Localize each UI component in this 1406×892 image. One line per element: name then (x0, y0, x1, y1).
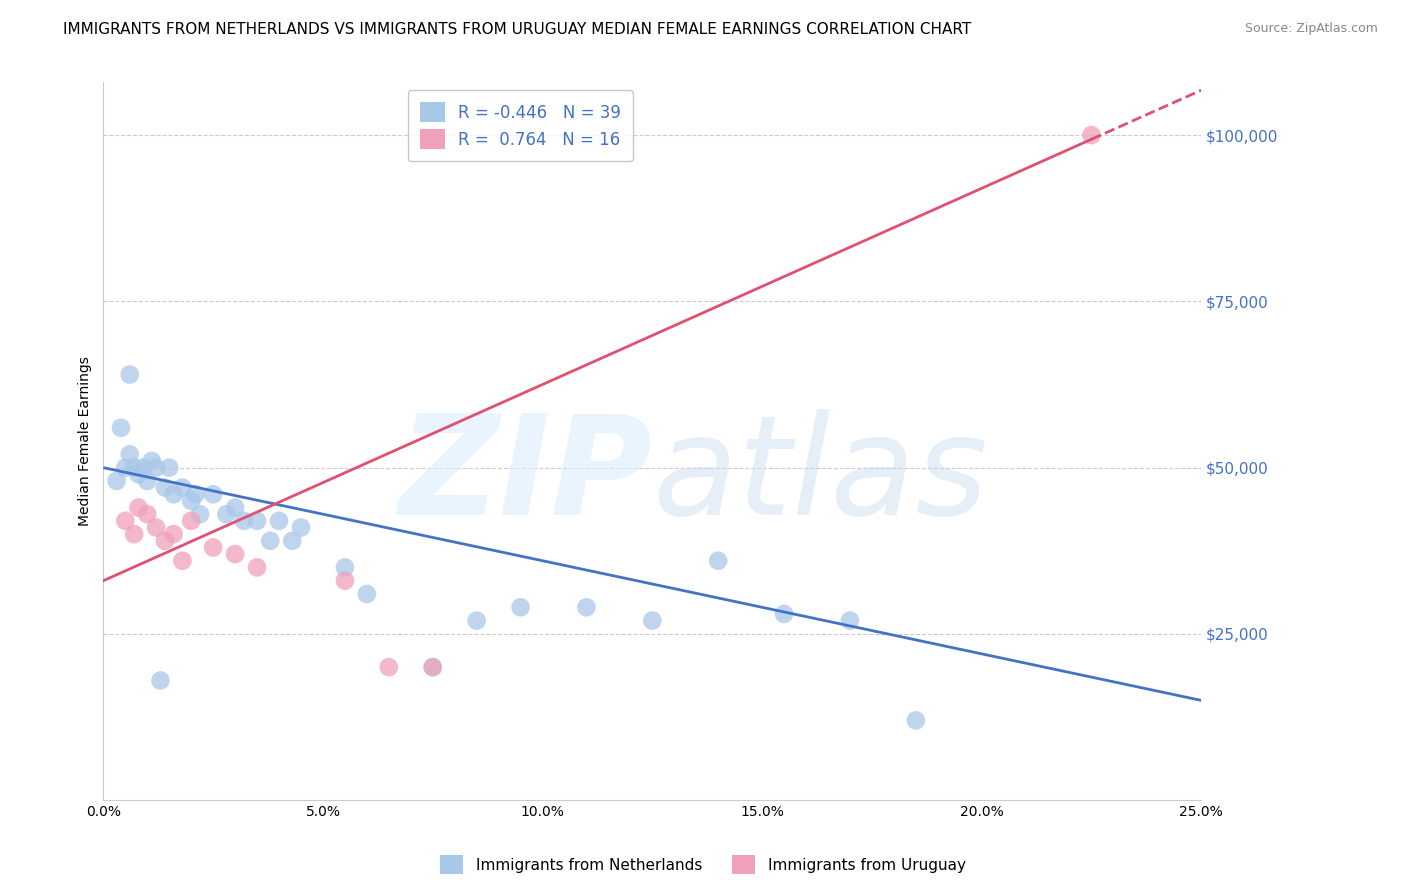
Point (267, 514, 290, 528)
Point (163, 487, 186, 501)
Point (128, 467, 150, 482)
Point (575, 600, 598, 615)
Point (136, 474, 159, 488)
Point (153, 481, 176, 495)
Point (149, 673, 172, 688)
Point (132, 460, 155, 475)
Point (356, 587, 378, 601)
Point (184, 487, 207, 501)
Point (172, 481, 194, 495)
Point (246, 514, 269, 528)
Point (128, 500, 150, 515)
Point (172, 554, 194, 568)
Point (163, 527, 186, 541)
Point (422, 660, 444, 674)
Point (259, 533, 281, 548)
Point (224, 500, 246, 515)
Point (839, 614, 862, 628)
Point (118, 368, 141, 382)
Y-axis label: Median Female Earnings: Median Female Earnings (79, 356, 93, 526)
Point (224, 547, 246, 561)
Point (232, 514, 254, 528)
Point (202, 487, 225, 501)
Point (465, 614, 488, 628)
Point (904, 714, 927, 728)
Point (114, 514, 136, 528)
Legend: Immigrants from Netherlands, Immigrants from Uruguay: Immigrants from Netherlands, Immigrants … (434, 849, 972, 880)
Point (290, 520, 312, 534)
Point (215, 507, 238, 521)
Point (333, 560, 356, 574)
Text: IMMIGRANTS FROM NETHERLANDS VS IMMIGRANTS FROM URUGUAY MEDIAN FEMALE EARNINGS CO: IMMIGRANTS FROM NETHERLANDS VS IMMIGRANT… (63, 22, 972, 37)
Point (110, 421, 132, 435)
Point (180, 514, 202, 528)
Point (180, 494, 202, 508)
Legend: R = -0.446   N = 39, R =  0.764   N = 16: R = -0.446 N = 39, R = 0.764 N = 16 (408, 90, 633, 161)
Point (378, 660, 401, 674)
Point (136, 507, 159, 521)
Point (707, 554, 730, 568)
Point (773, 607, 796, 621)
Point (114, 460, 136, 475)
Point (246, 560, 269, 574)
Point (122, 527, 145, 541)
Point (118, 447, 141, 461)
Point (333, 574, 356, 588)
Point (188, 507, 211, 521)
Point (422, 660, 444, 674)
Point (122, 460, 145, 475)
Point (641, 614, 664, 628)
Text: atlas: atlas (652, 409, 988, 544)
Text: Source: ZipAtlas.com: Source: ZipAtlas.com (1244, 22, 1378, 36)
Point (145, 520, 167, 534)
Point (1080, 128, 1102, 142)
Point (141, 454, 163, 468)
Point (157, 460, 180, 475)
Point (281, 533, 304, 548)
Text: ZIP: ZIP (398, 409, 652, 544)
Point (153, 533, 176, 548)
Point (105, 474, 128, 488)
Point (509, 600, 531, 615)
Point (145, 460, 167, 475)
Point (202, 541, 225, 555)
